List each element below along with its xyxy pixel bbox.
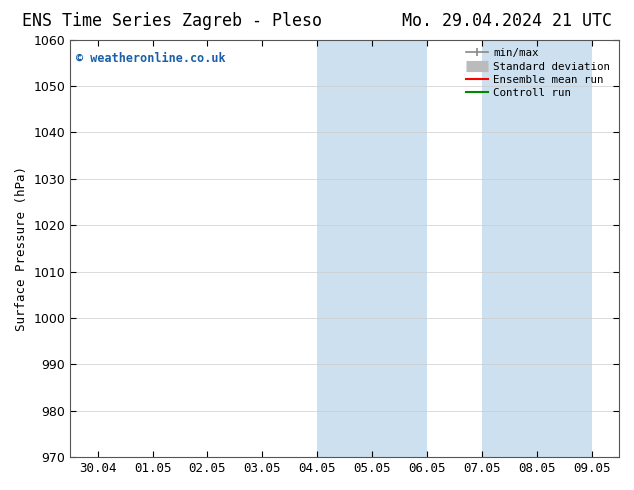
Bar bbox=[317, 40, 427, 457]
Y-axis label: Surface Pressure (hPa): Surface Pressure (hPa) bbox=[15, 166, 28, 331]
Text: ENS Time Series Zagreb - Pleso        Mo. 29.04.2024 21 UTC: ENS Time Series Zagreb - Pleso Mo. 29.04… bbox=[22, 12, 612, 30]
Text: © weatheronline.co.uk: © weatheronline.co.uk bbox=[76, 52, 226, 65]
Legend: min/max, Standard deviation, Ensemble mean run, Controll run: min/max, Standard deviation, Ensemble me… bbox=[463, 45, 614, 101]
Bar bbox=[482, 40, 592, 457]
